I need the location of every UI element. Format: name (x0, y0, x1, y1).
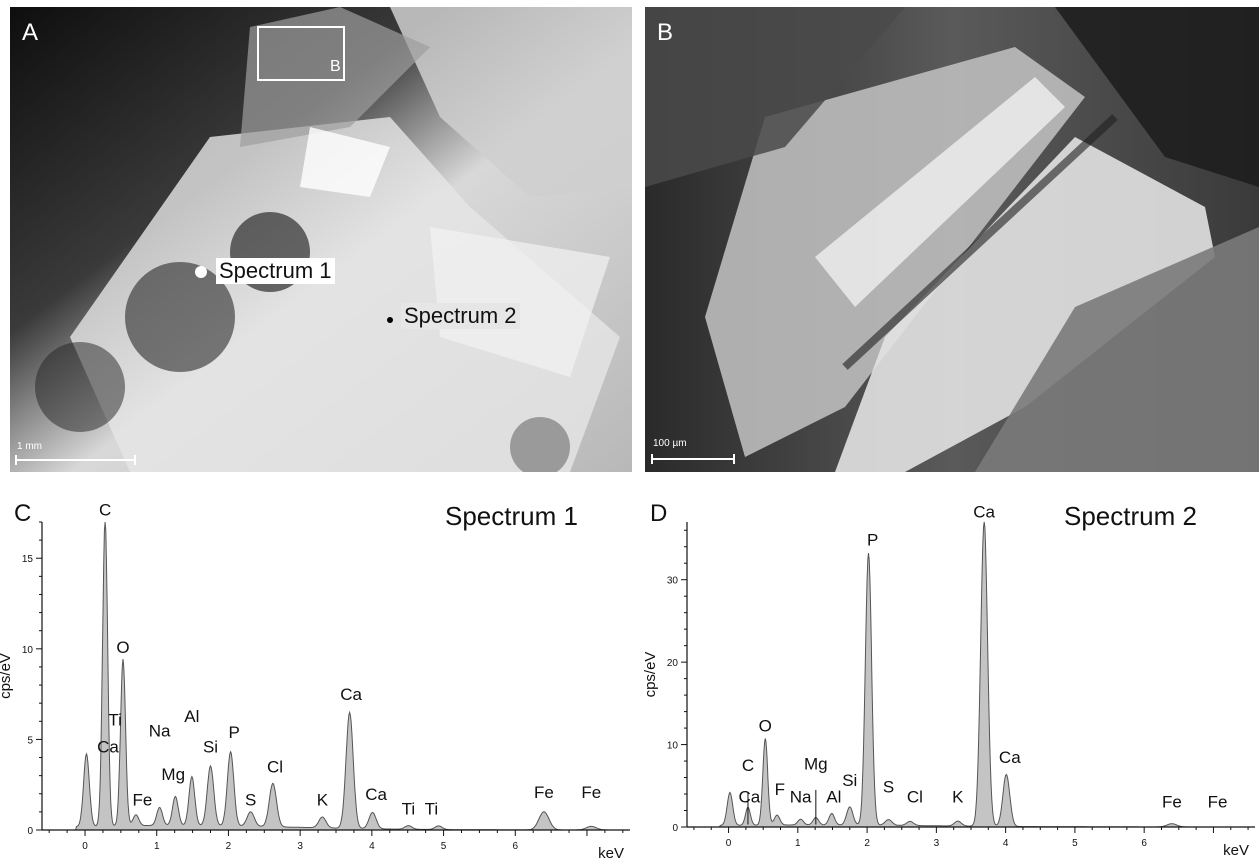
spectrum-1-marker (195, 266, 207, 278)
x-tick-label-6: 6 (512, 841, 518, 852)
peak-label-ca: Ca (365, 785, 387, 804)
peak-label-cl: Cl (267, 758, 283, 777)
x-tick-label-4: 4 (369, 841, 375, 852)
sem-image-b-texture (645, 7, 1259, 472)
peak-label-mg: Mg (161, 765, 185, 784)
scale-label-b: 100 µm (653, 438, 687, 449)
peak-label-ca: Ca (340, 685, 362, 704)
peak-label-si: Si (842, 771, 857, 790)
spectrum-2-label: Spectrum 2 (401, 303, 520, 329)
peak-label-al: Al (184, 707, 199, 726)
x-tick-label-6: 6 (1141, 838, 1147, 849)
x-tick-label-1: 1 (795, 838, 801, 849)
panel-letter-b: B (657, 19, 674, 46)
peak-label-o: O (116, 638, 129, 657)
peak-label-ca: Ca (999, 748, 1021, 767)
x-tick-label-0: 0 (82, 841, 88, 852)
peak-label-cl: Cl (907, 788, 923, 807)
peak-label-fe: Fe (132, 790, 152, 809)
peak-label-fe: Fe (1162, 793, 1182, 812)
x-tick-label-2: 2 (226, 841, 232, 852)
peak-label-c: C (99, 500, 111, 519)
x-tick-label-4: 4 (1003, 838, 1009, 849)
y-tick-label-30: 30 (667, 576, 679, 587)
x-tick-label-1: 1 (154, 841, 160, 852)
peak-label-k: K (952, 788, 964, 807)
peak-label-ti: Ti (108, 711, 122, 730)
spectrum-2-marker (387, 317, 393, 323)
panel-letter-a: A (22, 19, 39, 46)
y-tick-label-15: 15 (22, 554, 34, 565)
chart-title-c: Spectrum 1 (445, 501, 578, 531)
peak-label-mg: Mg (804, 755, 828, 774)
chart-letter-d: D (650, 500, 668, 527)
y-tick-label-10: 10 (667, 741, 679, 752)
peak-label-fe: Fe (1208, 793, 1228, 812)
y-tick-label-5: 5 (27, 735, 33, 746)
spectrum-area-0 (42, 521, 630, 831)
peak-label-fe: Fe (534, 783, 554, 802)
peak-label-c: C (742, 756, 754, 775)
peak-label-na: Na (149, 721, 171, 740)
y-tick-label-0: 0 (672, 823, 678, 834)
sem-image-a: A B Spectrum 1 Spectrum 2 1 mm (10, 7, 632, 472)
x-tick-label-3: 3 (934, 838, 940, 849)
y-tick-label-0: 0 (27, 826, 33, 837)
peak-label-ca: Ca (738, 788, 760, 807)
peak-label-o: O (759, 717, 772, 736)
sem-image-b: B 100 µm (645, 7, 1259, 472)
x-axis-label: keV (1223, 842, 1249, 859)
y-axis-label: cps/eV (0, 653, 14, 699)
peak-label-ti: Ti (425, 799, 439, 818)
scale-bar-b (651, 454, 735, 464)
inset-box-label: B (330, 58, 341, 75)
chart-title-d: Spectrum 2 (1064, 501, 1197, 531)
spectrum-1-label: Spectrum 1 (216, 258, 335, 284)
x-tick-label-5: 5 (1072, 838, 1078, 849)
chart-letter-c: C (14, 500, 32, 527)
peak-label-p: P (229, 723, 240, 742)
y-tick-label-10: 10 (22, 645, 34, 656)
x-tick-label-2: 2 (864, 838, 870, 849)
x-tick-label-3: 3 (297, 841, 303, 852)
peak-label-s: S (245, 790, 256, 809)
x-tick-label-0: 0 (726, 838, 732, 849)
x-axis-label: keV (598, 845, 624, 862)
peak-label-si: Si (203, 738, 218, 757)
x-tick-label-5: 5 (441, 841, 447, 852)
peak-label-ca: Ca (97, 738, 119, 757)
scale-bar-a (15, 455, 136, 465)
y-tick-label-20: 20 (667, 658, 679, 669)
sem-image-a-texture (10, 7, 632, 472)
peak-label-na: Na (790, 788, 812, 807)
y-axis-label: cps/eV (642, 652, 659, 698)
chart-d: 0 1 2 3 4 5 6 0 10 20 30 cps/eV keV Ca P O C Ca F Na Mg Al Si S… (640, 490, 1259, 863)
peak-label-p: P (867, 530, 878, 549)
chart-c: 0 1 2 3 4 5 6 0 5 10 15 cps/eV keV C O Ti Ca Fe Na Mg Al Si P S… (0, 490, 640, 863)
peak-label-s: S (883, 778, 894, 797)
scale-label-a: 1 mm (17, 441, 42, 452)
spectrum-area-1 (687, 521, 1255, 828)
peak-label-ca: Ca (973, 502, 995, 521)
peak-label-f: F (775, 780, 785, 799)
peak-label-k: K (317, 790, 329, 809)
peak-label-fe: Fe (581, 783, 601, 802)
peak-label-al: Al (826, 788, 841, 807)
peak-label-ti: Ti (402, 799, 416, 818)
